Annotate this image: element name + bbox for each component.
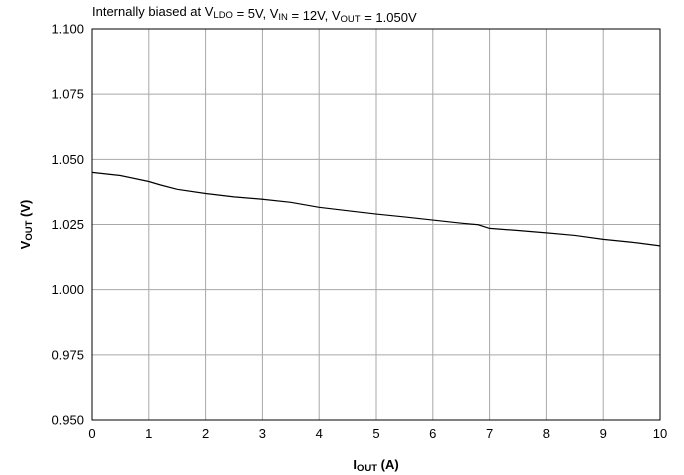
chart-title: Internally biased at VLDO = 5V, VIN = 12… xyxy=(92,4,417,25)
x-tick-label-2: 2 xyxy=(202,426,209,441)
plot-frame xyxy=(91,28,661,421)
series-line-0 xyxy=(91,171,661,247)
x-tick-label-1: 1 xyxy=(145,426,152,441)
y-tick-label-0: 0.950 xyxy=(51,413,84,428)
x-axis-label: IOUT (A) xyxy=(353,457,398,474)
x-tick-label-10: 10 xyxy=(653,426,667,441)
x-tick-label-3: 3 xyxy=(259,426,266,441)
x-tick-label-8: 8 xyxy=(543,426,550,441)
x-tick-labels: 0 1 2 3 4 5 6 7 8 9 10 xyxy=(88,426,667,441)
y-tick-label-5: 1.075 xyxy=(51,87,84,102)
y-tick-label-6: 1.100 xyxy=(51,22,84,37)
y-tick-label-3: 1.025 xyxy=(51,217,84,232)
y-tick-label-2: 1.000 xyxy=(51,282,84,297)
x-tick-label-6: 6 xyxy=(429,426,436,441)
x-tick-label-9: 9 xyxy=(600,426,607,441)
y-tick-label-1: 0.975 xyxy=(51,347,84,362)
series-group xyxy=(91,171,661,247)
x-tick-label-4: 4 xyxy=(316,426,323,441)
y-tick-labels: 0.950 0.975 1.000 1.025 1.050 1.075 1.100 xyxy=(51,22,84,428)
x-tick-label-5: 5 xyxy=(372,426,379,441)
y-tick-label-4: 1.050 xyxy=(51,152,84,167)
y-axis-label: VOUT (V) xyxy=(18,200,35,250)
grid xyxy=(91,28,661,421)
x-tick-label-7: 7 xyxy=(486,426,493,441)
x-tick-label-0: 0 xyxy=(88,426,95,441)
